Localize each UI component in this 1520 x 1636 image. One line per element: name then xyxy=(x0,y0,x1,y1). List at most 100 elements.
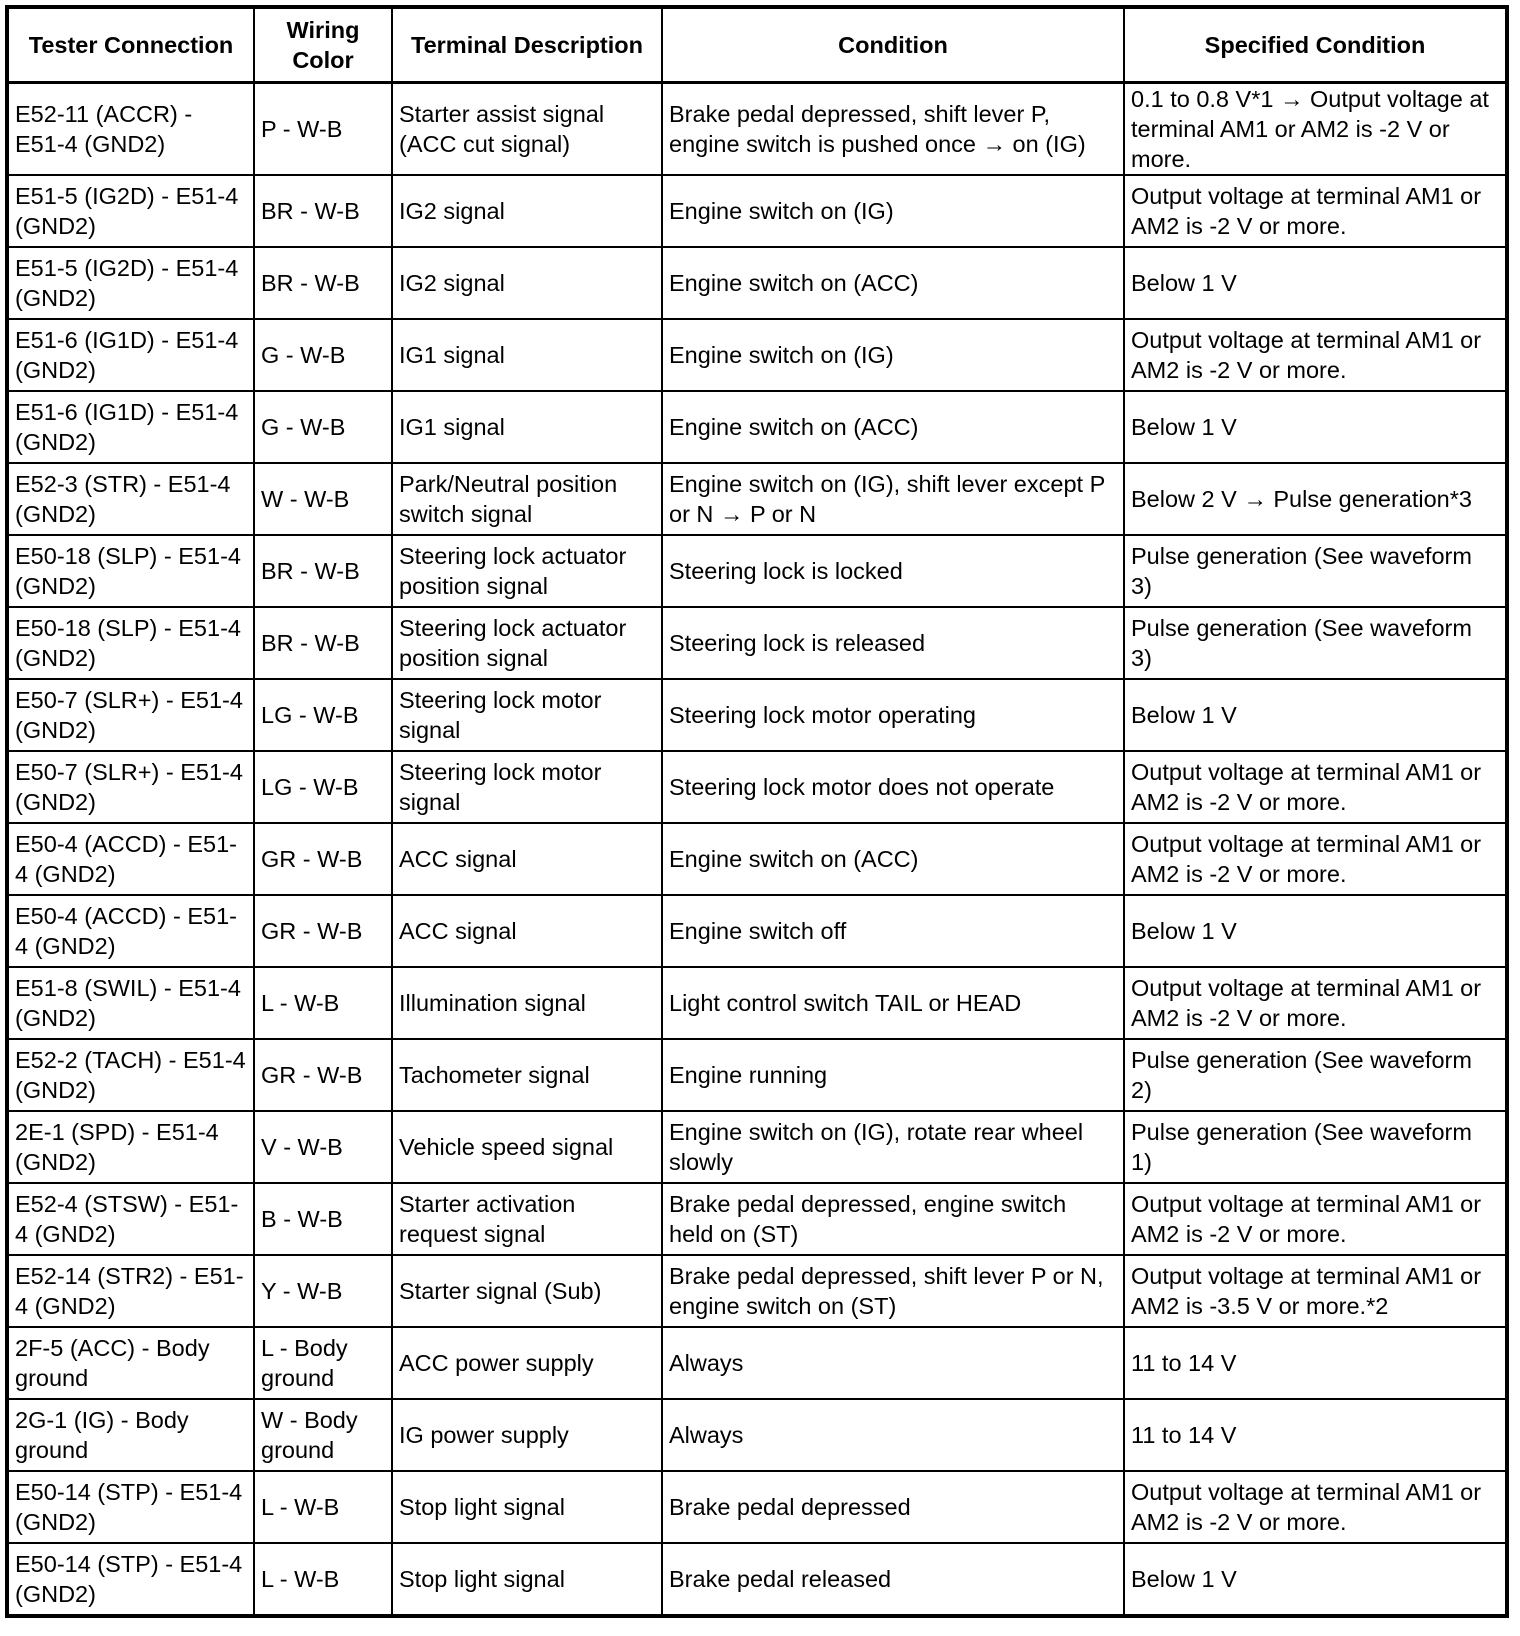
cell-terminal-description: Steering lock motor signal xyxy=(391,750,663,824)
cell-terminal-description: ACC signal xyxy=(391,894,663,968)
cell-tester-connection: E50-4 (ACCD) - E51-4 (GND2) xyxy=(6,822,255,896)
cell-specified-condition: Below 1 V xyxy=(1123,894,1508,968)
table-row: E50-4 (ACCD) - E51-4 (GND2) GR - W-B ACC s… xyxy=(6,894,1508,968)
cell-condition: Steering lock motor operating xyxy=(661,678,1125,752)
cell-wiring-color: P - W-B xyxy=(253,81,393,176)
cell-specified-condition: Output voltage at terminal AM1 or AM2 is… xyxy=(1123,750,1508,824)
table-row: E50-7 (SLR+) - E51-4 (GND2) LG - W-B Steer… xyxy=(6,678,1508,752)
cell-tester-connection: E51-6 (IG1D) - E51-4 (GND2) xyxy=(6,390,255,464)
cell-specified-condition: Below 1 V xyxy=(1123,390,1508,464)
cell-condition: Engine switch on (ACC) xyxy=(661,390,1125,464)
cell-condition: Brake pedal depressed, shift lever P or … xyxy=(661,1254,1125,1328)
cell-specified-condition: Pulse generation (See waveform 3) xyxy=(1123,534,1508,608)
terminal-inspection-table: Tester Connection Wiring Color Terminal De… xyxy=(5,5,1509,1618)
cell-specified-condition: Pulse generation (See waveform 3) xyxy=(1123,606,1508,680)
cell-condition: Engine running xyxy=(661,1038,1125,1112)
table-row: E52-14 (STR2) - E51-4 (GND2) Y - W-B Start… xyxy=(6,1254,1508,1328)
table-row: 2F-5 (ACC) - Body ground L - Body ground A… xyxy=(6,1326,1508,1400)
header-terminal-description: Terminal Description xyxy=(391,6,663,84)
cell-wiring-color: W - Body ground xyxy=(253,1398,393,1472)
cell-wiring-color: L - W-B xyxy=(253,966,393,1040)
table-row: E50-18 (SLP) - E51-4 (GND2) BR - W-B Steer… xyxy=(6,606,1508,680)
table-row: E50-18 (SLP) - E51-4 (GND2) BR - W-B Steer… xyxy=(6,534,1508,608)
cell-tester-connection: 2G-1 (IG) - Body ground xyxy=(6,1398,255,1472)
header-specified-condition: Specified Condition xyxy=(1123,6,1508,84)
table-row: E51-6 (IG1D) - E51-4 (GND2) G - W-B IG1 si… xyxy=(6,390,1508,464)
cell-condition: Always xyxy=(661,1398,1125,1472)
cell-terminal-description: IG2 signal xyxy=(391,246,663,320)
cell-terminal-description: Starter signal (Sub) xyxy=(391,1254,663,1328)
table-row: E52-11 (ACCR) - E51-4 (GND2) P - W-B Start… xyxy=(6,81,1508,176)
table-row: E51-6 (IG1D) - E51-4 (GND2) G - W-B IG1 si… xyxy=(6,318,1508,392)
cell-terminal-description: Stop light signal xyxy=(391,1542,663,1617)
cell-wiring-color: BR - W-B xyxy=(253,246,393,320)
cell-condition: Brake pedal depressed, engine switch hel… xyxy=(661,1182,1125,1256)
cell-condition: Light control switch TAIL or HEAD xyxy=(661,966,1125,1040)
cell-terminal-description: IG power supply xyxy=(391,1398,663,1472)
cell-tester-connection: E51-5 (IG2D) - E51-4 (GND2) xyxy=(6,246,255,320)
cell-terminal-description: Stop light signal xyxy=(391,1470,663,1544)
table-row: E50-14 (STP) - E51-4 (GND2) L - W-B Stop l… xyxy=(6,1470,1508,1544)
cell-wiring-color: L - W-B xyxy=(253,1470,393,1544)
cell-specified-condition: 11 to 14 V xyxy=(1123,1326,1508,1400)
cell-tester-connection: E50-7 (SLR+) - E51-4 (GND2) xyxy=(6,678,255,752)
cell-wiring-color: L - Body ground xyxy=(253,1326,393,1400)
cell-wiring-color: V - W-B xyxy=(253,1110,393,1184)
table-row: 2E-1 (SPD) - E51-4 (GND2) V - W-B Vehicle … xyxy=(6,1110,1508,1184)
cell-wiring-color: GR - W-B xyxy=(253,822,393,896)
cell-tester-connection: E52-3 (STR) - E51-4 (GND2) xyxy=(6,462,255,536)
table-row: E50-7 (SLR+) - E51-4 (GND2) LG - W-B Steer… xyxy=(6,750,1508,824)
cell-tester-connection: E52-2 (TACH) - E51-4 (GND2) xyxy=(6,1038,255,1112)
cell-tester-connection: E52-14 (STR2) - E51-4 (GND2) xyxy=(6,1254,255,1328)
cell-wiring-color: G - W-B xyxy=(253,390,393,464)
cell-wiring-color: W - W-B xyxy=(253,462,393,536)
cell-condition: Engine switch off xyxy=(661,894,1125,968)
cell-condition: Always xyxy=(661,1326,1125,1400)
cell-condition: Brake pedal depressed xyxy=(661,1470,1125,1544)
cell-specified-condition: Output voltage at terminal AM1 or AM2 is… xyxy=(1123,1470,1508,1544)
cell-specified-condition: Below 2 V → Pulse generation*3 xyxy=(1123,462,1508,536)
cell-wiring-color: BR - W-B xyxy=(253,534,393,608)
cell-specified-condition: Output voltage at terminal AM1 or AM2 is… xyxy=(1123,1254,1508,1328)
cell-tester-connection: 2F-5 (ACC) - Body ground xyxy=(6,1326,255,1400)
cell-condition: Steering lock motor does not operate xyxy=(661,750,1125,824)
header-condition: Condition xyxy=(661,6,1125,84)
table-row: 2G-1 (IG) - Body ground W - Body ground IG… xyxy=(6,1398,1508,1472)
cell-specified-condition: Pulse generation (See waveform 2) xyxy=(1123,1038,1508,1112)
cell-tester-connection: E50-14 (STP) - E51-4 (GND2) xyxy=(6,1470,255,1544)
cell-terminal-description: Park/Neutral position switch signal xyxy=(391,462,663,536)
cell-condition: Brake pedal released xyxy=(661,1542,1125,1617)
table-row: E50-14 (STP) - E51-4 (GND2) L - W-B Stop l… xyxy=(6,1542,1508,1617)
table-row: E52-3 (STR) - E51-4 (GND2) W - W-B Park/Ne… xyxy=(6,462,1508,536)
cell-terminal-description: ACC power supply xyxy=(391,1326,663,1400)
cell-tester-connection: E50-14 (STP) - E51-4 (GND2) xyxy=(6,1542,255,1617)
cell-tester-connection: E51-5 (IG2D) - E51-4 (GND2) xyxy=(6,174,255,248)
cell-specified-condition: Output voltage at terminal AM1 or AM2 is… xyxy=(1123,822,1508,896)
cell-specified-condition: Below 1 V xyxy=(1123,678,1508,752)
cell-condition: Engine switch on (IG), shift lever excep… xyxy=(661,462,1125,536)
cell-wiring-color: LG - W-B xyxy=(253,678,393,752)
cell-wiring-color: BR - W-B xyxy=(253,606,393,680)
cell-terminal-description: ACC signal xyxy=(391,822,663,896)
cell-terminal-description: IG1 signal xyxy=(391,318,663,392)
cell-tester-connection: E51-6 (IG1D) - E51-4 (GND2) xyxy=(6,318,255,392)
cell-condition: Brake pedal depressed, shift lever P, en… xyxy=(661,81,1125,176)
cell-terminal-description: Starter activation request signal xyxy=(391,1182,663,1256)
cell-specified-condition: Output voltage at terminal AM1 or AM2 is… xyxy=(1123,966,1508,1040)
cell-wiring-color: LG - W-B xyxy=(253,750,393,824)
cell-specified-condition: Pulse generation (See waveform 1) xyxy=(1123,1110,1508,1184)
cell-terminal-description: Starter assist signal (ACC cut signal) xyxy=(391,81,663,176)
cell-tester-connection: E50-4 (ACCD) - E51-4 (GND2) xyxy=(6,894,255,968)
cell-tester-connection: E50-7 (SLR+) - E51-4 (GND2) xyxy=(6,750,255,824)
cell-specified-condition: Below 1 V xyxy=(1123,246,1508,320)
cell-terminal-description: Tachometer signal xyxy=(391,1038,663,1112)
cell-terminal-description: Steering lock motor signal xyxy=(391,678,663,752)
cell-condition: Engine switch on (ACC) xyxy=(661,246,1125,320)
header-wiring-color: Wiring Color xyxy=(253,6,393,84)
header-row: Tester Connection Wiring Color Terminal De… xyxy=(6,6,1508,84)
cell-terminal-description: Vehicle speed signal xyxy=(391,1110,663,1184)
cell-wiring-color: B - W-B xyxy=(253,1182,393,1256)
cell-terminal-description: Illumination signal xyxy=(391,966,663,1040)
cell-tester-connection: E51-8 (SWIL) - E51-4 (GND2) xyxy=(6,966,255,1040)
cell-condition: Engine switch on (ACC) xyxy=(661,822,1125,896)
